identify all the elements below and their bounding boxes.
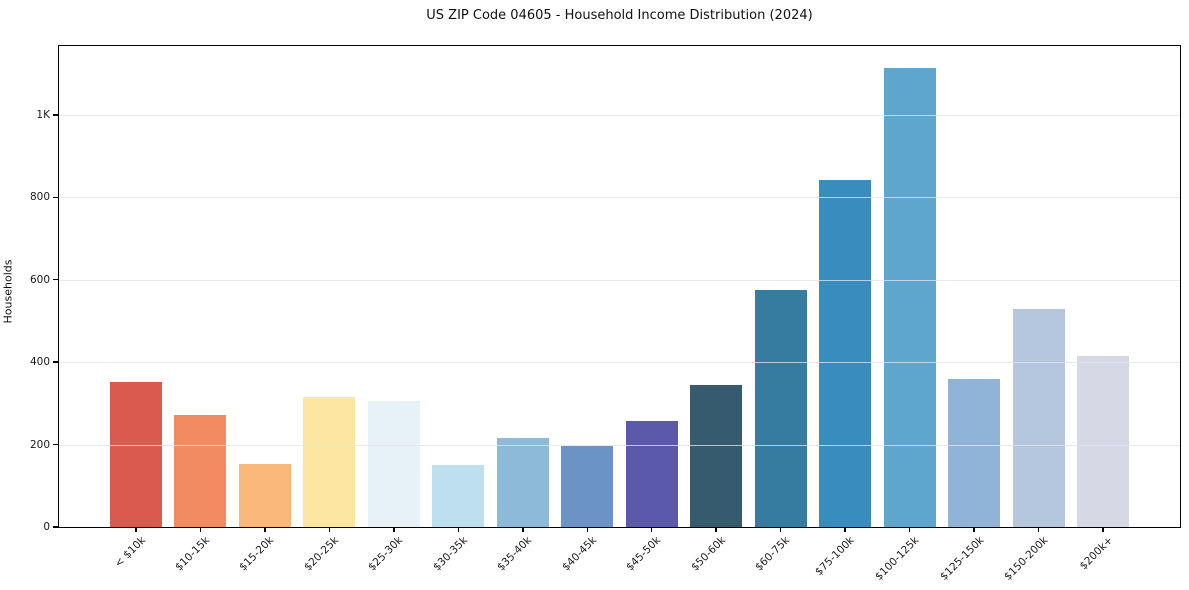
bar [948,378,1001,527]
bar [238,463,291,527]
x-tick-label: $40-45k [559,534,600,574]
bar [819,179,872,527]
x-tick-mark [328,527,330,532]
x-tick-mark [135,527,137,532]
x-tick-label: $25-30k [366,534,406,574]
x-tick-mark [779,527,782,532]
x-tick-mark [1102,527,1104,532]
y-axis-label: Households [1,259,15,324]
y-tick-mark [53,278,58,281]
x-tick-mark [844,527,846,532]
x-tick-label: $200k+ [1077,534,1116,573]
bar [367,400,420,527]
bar [303,397,356,527]
gridline [59,362,1180,364]
gridline [59,444,1180,446]
x-tick-label: $10-15k [172,534,213,574]
x-tick-label: $125-150k [937,534,987,583]
gridline [59,197,1180,199]
bar [754,289,807,527]
x-tick-label: $50-60k [688,534,729,574]
y-tick-label: 1K [36,108,50,121]
x-tick-label: $15-20k [237,534,277,574]
x-tick-mark [586,527,588,532]
x-tick-mark [393,527,395,532]
x-tick-label: $60-75k [753,534,793,574]
x-tick-label: < $10k [112,534,148,570]
y-tick-label: 600 [29,273,50,286]
y-tick-label: 200 [29,438,50,451]
bar [109,381,162,527]
bar [432,465,485,527]
x-tick-label: $30-35k [430,534,471,574]
gridline [59,279,1180,281]
x-tick-label: $20-25k [301,534,342,574]
x-tick-label: $35-40k [495,534,535,574]
gridline [59,114,1180,116]
x-tick-mark [908,527,911,532]
bar [174,414,227,527]
y-tick-label: 400 [29,356,50,369]
x-tick-label: $45-50k [624,534,664,574]
x-tick-label: $75-100k [813,534,858,579]
y-tick-label: 0 [43,521,50,533]
y-tick-mark [53,196,58,199]
x-tick-mark [973,527,975,532]
bar [625,420,678,527]
y-tick-mark [53,361,58,363]
y-tick-mark [53,526,58,528]
x-tick-label: $100-125k [872,534,922,583]
x-tick-mark [264,527,266,532]
y-tick-mark [53,114,58,116]
x-tick-mark [650,527,653,532]
x-tick-mark [522,527,524,532]
x-tick-mark [457,527,459,532]
x-tick-mark [1037,527,1040,532]
x-tick-mark [199,527,201,532]
bar [1077,355,1130,527]
y-tick-label: 800 [29,191,50,204]
bar [496,437,549,527]
x-tick-mark [715,527,717,532]
bar [1012,308,1065,527]
bar [690,385,743,527]
chart-title: US ZIP Code 04605 - Household Income Dis… [426,8,813,23]
bar [883,67,936,527]
x-tick-label: $150-200k [1001,534,1051,583]
y-tick-mark [53,443,58,446]
bar [561,445,614,527]
